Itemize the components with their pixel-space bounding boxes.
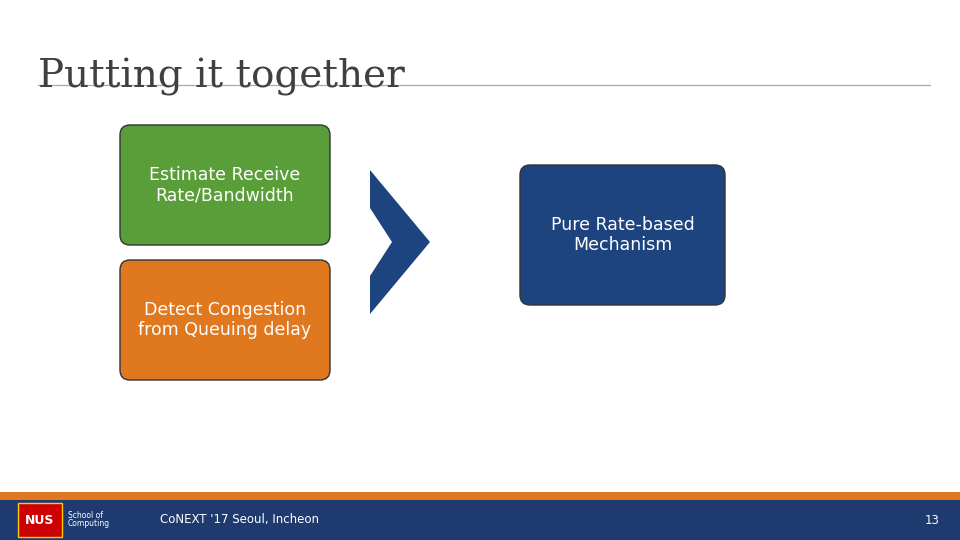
Bar: [18, 503, 62, 537]
FancyBboxPatch shape: [520, 165, 725, 305]
Text: Computing: Computing: [68, 519, 110, 529]
FancyBboxPatch shape: [120, 260, 330, 380]
Bar: [0, 500, 960, 540]
FancyBboxPatch shape: [120, 125, 330, 245]
Text: Putting it together: Putting it together: [38, 58, 405, 96]
Text: School of: School of: [68, 511, 103, 521]
Text: Estimate Receive
Rate/Bandwidth: Estimate Receive Rate/Bandwidth: [150, 166, 300, 205]
Text: Pure Rate-based
Mechanism: Pure Rate-based Mechanism: [551, 215, 694, 254]
Text: Detect Congestion
from Queuing delay: Detect Congestion from Queuing delay: [138, 301, 312, 340]
Text: 13: 13: [925, 514, 940, 526]
Bar: [0, 492, 960, 500]
Polygon shape: [370, 170, 430, 314]
Text: NUS: NUS: [25, 514, 55, 526]
Text: CoNEXT '17 Seoul, Incheon: CoNEXT '17 Seoul, Incheon: [160, 514, 319, 526]
